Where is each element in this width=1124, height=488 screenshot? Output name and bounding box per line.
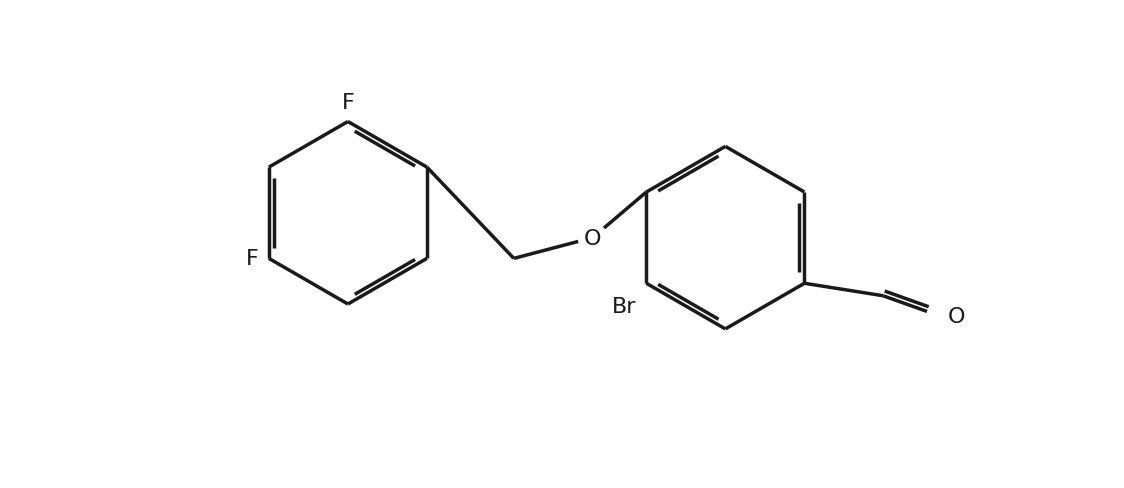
Text: Br: Br: [611, 296, 636, 316]
Text: O: O: [583, 228, 601, 248]
Text: F: F: [342, 92, 354, 112]
Text: O: O: [948, 307, 966, 327]
Text: F: F: [246, 249, 259, 269]
